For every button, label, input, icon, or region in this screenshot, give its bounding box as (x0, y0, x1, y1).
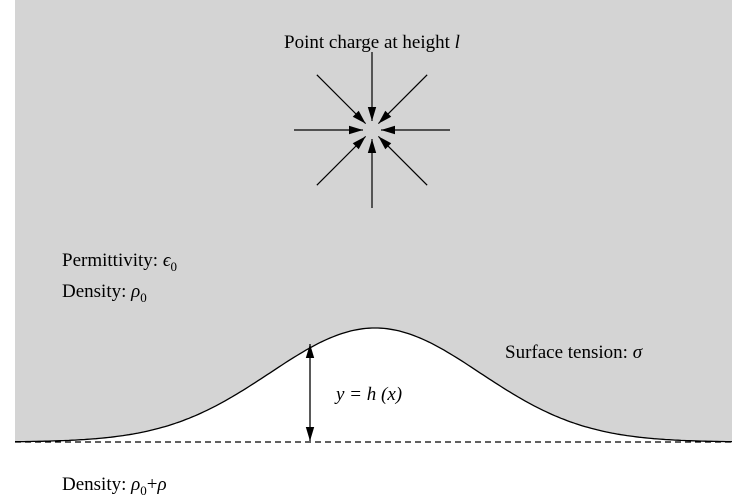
title: Point charge at height l (284, 32, 460, 53)
field-arrow (316, 135, 367, 186)
density-lower-label: Density: ρ0+ρ (62, 474, 167, 498)
field-arrow (377, 135, 428, 186)
point-charge (294, 52, 450, 208)
lower-fluid (15, 328, 732, 442)
permittivity-label: Permittivity: ϵ0 (62, 250, 177, 274)
surface-tension-label: Surface tension: σ (505, 342, 643, 363)
field-arrow (316, 74, 367, 125)
field-arrow (377, 74, 428, 125)
height-label: y = h (x) (334, 384, 402, 405)
density-upper-label: Density: ρ0 (62, 281, 147, 305)
interface-curve (14, 327, 732, 443)
